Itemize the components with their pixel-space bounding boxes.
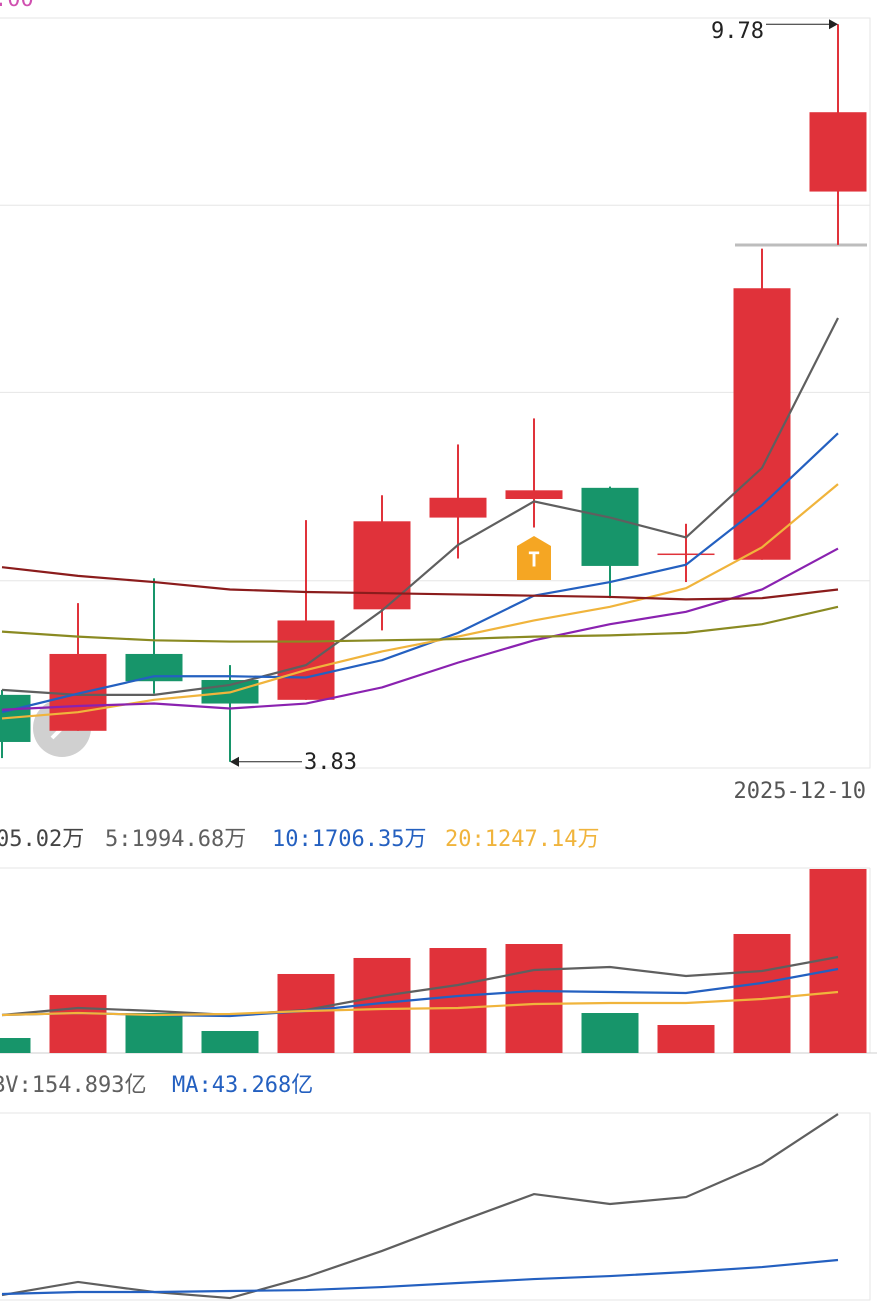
arrow-head	[230, 756, 239, 767]
ma-line	[1, 605, 839, 643]
legend-entry: MA:43.268亿	[172, 1073, 313, 1098]
candle-body	[657, 553, 715, 556]
candle-body	[429, 497, 487, 518]
obv-line	[1, 1258, 839, 1296]
x-tick-label: 2025-12-10	[734, 779, 866, 804]
high-label: 9.78	[711, 19, 764, 44]
price-frame	[0, 17, 871, 769]
candle-body	[353, 521, 411, 610]
volume-bar	[657, 1025, 715, 1053]
ma-line	[1, 566, 839, 601]
volume-bar	[505, 944, 563, 1053]
top-label: .00	[0, 0, 34, 12]
obv-line	[1, 1113, 839, 1300]
volume-bar	[429, 948, 487, 1053]
legend-entry: 05.02万	[0, 827, 84, 852]
candle-body	[49, 653, 107, 731]
legend-entry: 10:1706.35万	[272, 827, 426, 852]
volume-bar	[733, 933, 791, 1053]
volume-bar	[201, 1030, 259, 1053]
legend-entry: BV:154.893亿	[0, 1073, 146, 1098]
volume-bar	[49, 995, 107, 1053]
obv-frame	[0, 1112, 871, 1301]
candle-body	[505, 490, 563, 499]
candle-body	[581, 487, 639, 566]
legend-entry: 5:1994.68万	[105, 827, 246, 852]
volume-ma-line	[1, 990, 839, 1017]
arrow-head	[829, 19, 838, 30]
volume-bar	[125, 1013, 183, 1053]
volume-bar	[277, 973, 335, 1053]
volume-bar	[0, 1038, 31, 1053]
ma-line	[1, 483, 839, 720]
candle-body	[733, 288, 791, 560]
candle-body	[277, 620, 335, 700]
badge-bg	[517, 536, 551, 580]
candle-body	[809, 112, 867, 192]
legend-entry: 20:1247.14万	[445, 827, 599, 852]
volume-ma-line	[1, 955, 839, 1017]
ma-line	[1, 317, 839, 696]
badge: T	[528, 548, 540, 572]
ma-line	[1, 432, 839, 714]
ma-line	[1, 547, 839, 711]
volume-bar	[581, 1013, 639, 1053]
low-label: 3.83	[304, 750, 357, 775]
